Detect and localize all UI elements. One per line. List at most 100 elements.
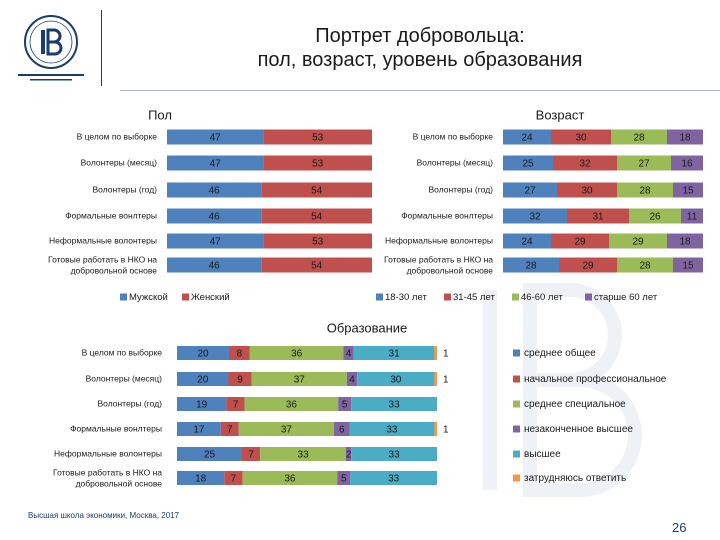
education-legend-swatch xyxy=(513,400,520,408)
education-bar-segment xyxy=(434,372,437,386)
education-bar-segment xyxy=(242,471,338,485)
education-category-label: Готовые работать в НКО на xyxy=(53,467,162,477)
education-bar-segment xyxy=(349,422,435,436)
age-bar-segment xyxy=(503,233,551,249)
gender-data-label: 53 xyxy=(312,133,324,144)
gender-bar-segment xyxy=(167,208,262,224)
gender-bar-segment xyxy=(167,182,262,198)
education-legend-label: среднее специальное xyxy=(524,399,626,410)
education-category-label-line2: добровольной основе xyxy=(76,478,163,488)
age-category-label: Формальные вонлтеры xyxy=(401,210,493,220)
age-data-label: 18 xyxy=(679,133,691,144)
education-bar-segment xyxy=(177,447,242,461)
age-data-label: 15 xyxy=(682,186,694,197)
education-data-label: 17 xyxy=(193,425,205,436)
education-bar-segment xyxy=(260,447,346,461)
age-bar-segment xyxy=(671,155,703,171)
education-data-label: 1 xyxy=(443,375,449,386)
age-data-label: 28 xyxy=(639,186,651,197)
education-bar-segment xyxy=(338,397,352,411)
education-legend-label: незаконченное высшее xyxy=(524,424,633,435)
education-legend-label: затрудняюсь ответить xyxy=(524,473,626,484)
education-data-label: 37 xyxy=(294,375,306,386)
education-legend-swatch xyxy=(513,349,520,357)
education-bar-segment xyxy=(334,422,350,436)
age-bar-segment xyxy=(503,208,567,224)
age-data-label: 25 xyxy=(522,159,534,170)
education-data-label: 2 xyxy=(346,450,352,461)
gender-data-label: 46 xyxy=(209,261,221,272)
age-bar-segment xyxy=(559,257,617,273)
age-legend-swatch xyxy=(444,293,451,301)
education-bar-segment xyxy=(177,346,229,360)
education-data-label: 7 xyxy=(233,400,239,411)
education-chart-title: Образование xyxy=(327,320,408,335)
page-number: 26 xyxy=(672,520,687,535)
education-bar-segment xyxy=(251,372,347,386)
age-legend-label: 31-45 лет xyxy=(453,292,495,303)
gender-data-label: 54 xyxy=(311,212,323,223)
age-bar-segment xyxy=(503,182,557,198)
education-category-label: Волонтеры (месяц) xyxy=(86,373,163,383)
age-category-label: Волонтеры (месяц) xyxy=(417,157,494,167)
age-bar-segment xyxy=(609,233,667,249)
education-category-label: Формальные вонлтеры xyxy=(70,423,162,433)
education-bar-segment xyxy=(346,372,358,386)
education-category-label: Неформальные волонтеры xyxy=(54,448,162,458)
age-bar-segment xyxy=(567,208,629,224)
age-legend-label: 46-60 лет xyxy=(521,292,563,303)
gender-data-label: 46 xyxy=(209,212,221,223)
age-data-label: 32 xyxy=(579,159,591,170)
gender-data-label: 53 xyxy=(312,237,324,248)
education-data-label: 9 xyxy=(237,375,243,386)
gender-data-label: 46 xyxy=(209,186,221,197)
age-bar-segment xyxy=(673,257,703,273)
gender-category-label: В целом по выборке xyxy=(77,131,158,141)
age-data-label: 32 xyxy=(529,212,541,223)
education-bar-segment xyxy=(350,471,437,485)
age-bar-segment xyxy=(503,129,551,145)
age-category-label: Неформальные волонтеры xyxy=(385,235,493,245)
age-data-label: 18 xyxy=(679,237,691,248)
education-data-label: 8 xyxy=(237,349,243,360)
education-bar-segment xyxy=(220,422,239,436)
education-bar-segment xyxy=(229,346,250,360)
gender-bar-segment xyxy=(167,155,264,171)
education-legend-swatch xyxy=(513,425,520,433)
age-category-label: Готовые работать в НКО на xyxy=(384,254,493,264)
age-data-label: 15 xyxy=(682,261,694,272)
age-data-label: 16 xyxy=(681,159,693,170)
gender-category-label: Неформальные волонтеры xyxy=(49,235,157,245)
education-data-label: 18 xyxy=(195,474,207,485)
gender-bar-segment xyxy=(167,129,264,145)
education-data-label: 36 xyxy=(291,349,303,360)
education-bar-segment xyxy=(434,346,437,360)
gender-data-label: 47 xyxy=(210,159,222,170)
education-bar-segment xyxy=(346,447,352,461)
gender-bar-segment xyxy=(263,155,372,171)
slide-title: Портрет добровольца: пол, возраст, урове… xyxy=(120,24,720,72)
education-bar-segment xyxy=(351,397,437,411)
education-data-label: 33 xyxy=(389,400,401,411)
age-bar-segment xyxy=(557,182,617,198)
education-data-label: 33 xyxy=(298,450,310,461)
education-bar-segment xyxy=(177,422,221,436)
education-data-label: 30 xyxy=(390,375,402,386)
education-data-label: 7 xyxy=(231,474,237,485)
education-bar-segment xyxy=(244,397,339,411)
age-data-label: 27 xyxy=(638,159,650,170)
hse-logo xyxy=(18,15,84,81)
education-data-label: 19 xyxy=(196,400,208,411)
age-bar-segment xyxy=(617,155,671,171)
age-chart-title: Возраст xyxy=(536,107,585,122)
education-data-label: 6 xyxy=(339,425,345,436)
gender-bar-segment xyxy=(261,208,372,224)
age-bar-segment xyxy=(673,182,703,198)
age-legend-swatch xyxy=(585,293,592,301)
education-data-label: 7 xyxy=(248,450,254,461)
age-data-label: 11 xyxy=(687,212,698,223)
gender-bar-segment xyxy=(263,129,372,145)
education-data-label: 1 xyxy=(443,425,449,436)
education-bar-segment xyxy=(343,346,354,360)
age-legend-swatch xyxy=(376,293,383,301)
